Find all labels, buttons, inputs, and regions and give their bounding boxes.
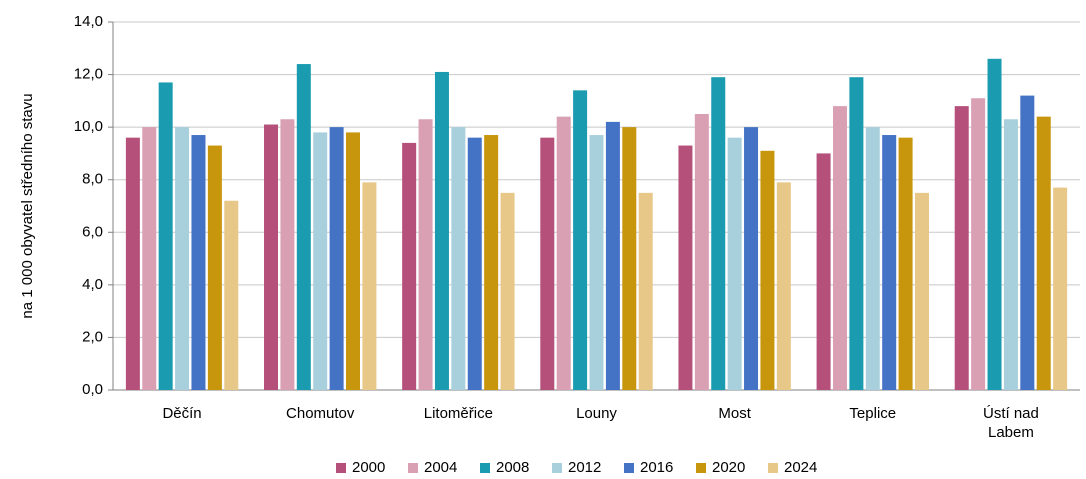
bar [280, 119, 295, 390]
bar [727, 137, 742, 390]
bar [346, 132, 361, 390]
legend-label: 2016 [640, 459, 673, 476]
x-tick-label: Ústí nad Labem [982, 405, 1039, 441]
y-tick-label: 14,0 [74, 13, 103, 30]
y-tick-label: 2,0 [82, 328, 103, 345]
bar [191, 135, 206, 390]
bar [589, 135, 604, 390]
bar [678, 145, 693, 390]
bar [329, 127, 344, 391]
y-tick-label: 0,0 [82, 381, 103, 398]
bar [451, 127, 466, 391]
legend-swatch [552, 463, 562, 473]
bar [914, 192, 929, 390]
bar [142, 127, 157, 391]
bar [816, 153, 831, 390]
bar [987, 58, 1002, 391]
bar [500, 192, 515, 390]
bar [573, 90, 588, 390]
bar [638, 192, 653, 390]
bar [622, 127, 637, 391]
bar [1053, 187, 1068, 390]
y-tick-label: 10,0 [74, 118, 103, 135]
bar [711, 77, 726, 390]
bar [175, 127, 190, 391]
legend-swatch [408, 463, 418, 473]
legend-label: 2008 [496, 459, 529, 476]
bar [224, 200, 239, 390]
bar [362, 182, 377, 390]
legend-label: 2024 [784, 459, 817, 476]
bar [832, 106, 847, 390]
legend-swatch [696, 463, 706, 473]
legend-swatch [336, 463, 346, 473]
y-tick-label: 6,0 [82, 223, 103, 240]
legend-label: 2004 [424, 459, 457, 476]
legend-label: 2000 [352, 459, 385, 476]
bar [434, 71, 449, 390]
legend-label: 2012 [568, 459, 601, 476]
bar [540, 137, 555, 390]
bar [484, 135, 499, 390]
bar [296, 64, 311, 391]
bar [556, 116, 571, 390]
bar [605, 121, 620, 390]
legend-swatch [480, 463, 490, 473]
bar [125, 137, 140, 390]
y-tick-label: 4,0 [82, 276, 103, 293]
legend-swatch [624, 463, 634, 473]
bar [207, 145, 222, 390]
bar [694, 114, 709, 390]
x-tick-label: Litoměřice [423, 405, 493, 422]
bar [865, 127, 880, 391]
bar [158, 82, 173, 390]
bar [849, 77, 864, 390]
bar [1036, 116, 1051, 390]
bar [264, 124, 279, 390]
bar [760, 150, 775, 390]
bar [776, 182, 791, 390]
bar [898, 137, 913, 390]
y-axis-label: na 1 000 obyvatel středního stavu [19, 93, 36, 318]
bar [313, 132, 328, 390]
legend-swatch [768, 463, 778, 473]
x-tick-label: Most [718, 405, 751, 422]
bar [402, 142, 417, 390]
x-tick-label: Děčín [162, 405, 202, 422]
bar [467, 137, 482, 390]
x-tick-label: Chomutov [286, 405, 355, 422]
legend-label: 2020 [712, 459, 745, 476]
bar [882, 135, 897, 390]
y-tick-label: 12,0 [74, 66, 103, 83]
x-tick-label: Teplice [849, 405, 897, 422]
bar [1020, 95, 1035, 390]
x-tick-label: Louny [576, 405, 617, 422]
bar [744, 127, 759, 391]
bar [954, 106, 969, 390]
bar [1003, 119, 1018, 390]
bar [418, 119, 433, 390]
y-tick-label: 8,0 [82, 171, 103, 188]
bar [971, 98, 986, 390]
